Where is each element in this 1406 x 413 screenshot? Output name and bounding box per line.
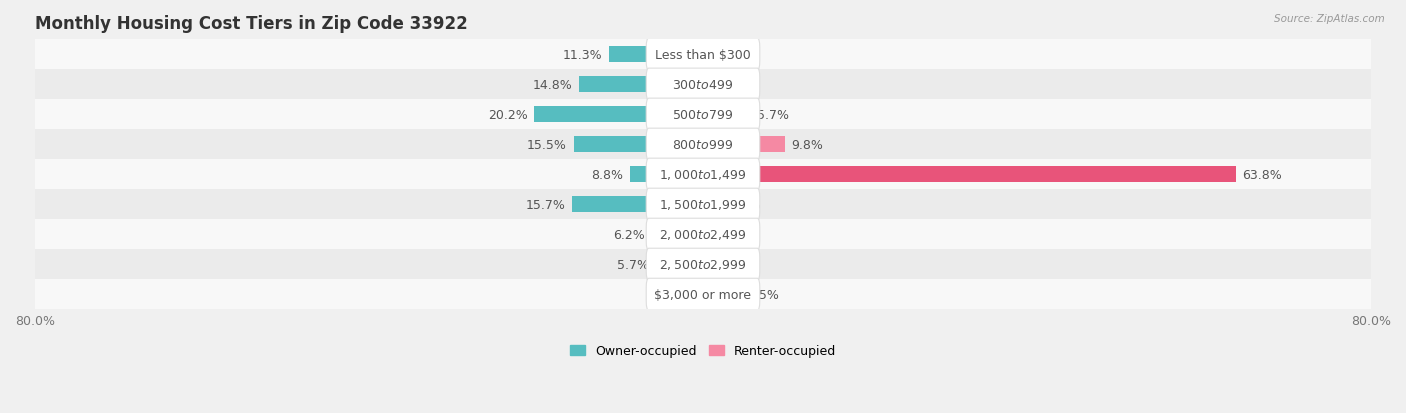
Text: 5.7%: 5.7% <box>617 258 648 271</box>
Bar <box>579 77 703 93</box>
Bar <box>35 100 1371 130</box>
Bar <box>703 166 1236 183</box>
Text: Less than $300: Less than $300 <box>655 48 751 62</box>
Bar <box>655 256 703 273</box>
Text: Monthly Housing Cost Tiers in Zip Code 33922: Monthly Housing Cost Tiers in Zip Code 3… <box>35 15 468 33</box>
Text: 15.5%: 15.5% <box>527 138 567 151</box>
Text: 20.2%: 20.2% <box>488 108 527 121</box>
Bar <box>703 137 785 153</box>
Text: $1,500 to $1,999: $1,500 to $1,999 <box>659 198 747 212</box>
Bar <box>35 40 1371 70</box>
Bar <box>609 47 703 63</box>
Bar <box>703 197 723 213</box>
Text: $1,000 to $1,499: $1,000 to $1,499 <box>659 168 747 182</box>
Text: 5.7%: 5.7% <box>758 108 789 121</box>
Text: 15.7%: 15.7% <box>526 198 565 211</box>
FancyBboxPatch shape <box>647 129 759 161</box>
Bar <box>572 197 703 213</box>
Bar <box>35 130 1371 160</box>
Text: $3,000 or more: $3,000 or more <box>655 288 751 301</box>
Bar <box>35 190 1371 220</box>
Bar <box>35 160 1371 190</box>
FancyBboxPatch shape <box>647 279 759 311</box>
Bar <box>703 107 751 123</box>
Text: $300 to $499: $300 to $499 <box>672 78 734 91</box>
Text: 14.8%: 14.8% <box>533 78 572 91</box>
Text: 63.8%: 63.8% <box>1243 168 1282 181</box>
FancyBboxPatch shape <box>647 189 759 221</box>
Text: 4.5%: 4.5% <box>747 288 779 301</box>
Bar <box>574 137 703 153</box>
Bar <box>35 220 1371 249</box>
Bar <box>35 70 1371 100</box>
Text: $2,500 to $2,999: $2,500 to $2,999 <box>659 258 747 272</box>
Bar <box>534 107 703 123</box>
FancyBboxPatch shape <box>647 249 759 280</box>
Bar <box>35 249 1371 280</box>
Text: 2.3%: 2.3% <box>728 198 761 211</box>
FancyBboxPatch shape <box>647 39 759 71</box>
Bar <box>703 286 741 303</box>
Text: 8.8%: 8.8% <box>591 168 623 181</box>
Bar <box>688 286 703 303</box>
Text: 6.2%: 6.2% <box>613 228 644 241</box>
Text: $2,000 to $2,499: $2,000 to $2,499 <box>659 228 747 242</box>
Bar <box>651 226 703 243</box>
FancyBboxPatch shape <box>647 69 759 101</box>
Bar <box>630 166 703 183</box>
FancyBboxPatch shape <box>647 159 759 191</box>
Bar <box>35 280 1371 309</box>
Text: 11.3%: 11.3% <box>562 48 602 62</box>
Legend: Owner-occupied, Renter-occupied: Owner-occupied, Renter-occupied <box>565 339 841 363</box>
Text: 9.8%: 9.8% <box>792 138 824 151</box>
Text: 1.8%: 1.8% <box>650 288 682 301</box>
Text: $500 to $799: $500 to $799 <box>672 108 734 121</box>
Text: Source: ZipAtlas.com: Source: ZipAtlas.com <box>1274 14 1385 24</box>
FancyBboxPatch shape <box>647 218 759 251</box>
Text: $800 to $999: $800 to $999 <box>672 138 734 151</box>
FancyBboxPatch shape <box>647 99 759 131</box>
